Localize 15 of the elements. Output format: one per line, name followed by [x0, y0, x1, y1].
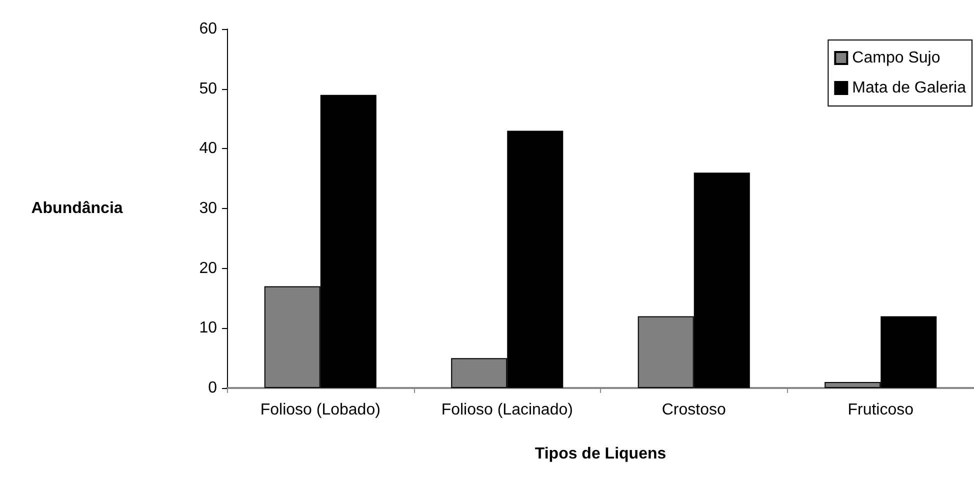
x-axis-title: Tipos de Liquens	[534, 446, 666, 462]
legend-label: Campo Sujo	[852, 50, 940, 66]
y-tick-label: 0	[208, 380, 218, 396]
y-tick-label: 60	[199, 20, 218, 38]
x-tick-label: Folioso (Lacinado)	[441, 402, 573, 418]
x-tick-label: Fruticoso	[848, 402, 914, 418]
y-axis-title: Abundância	[31, 200, 123, 217]
x-tick-label: Crostoso	[662, 402, 726, 418]
x-tick-label: Folioso (Lobado)	[260, 402, 380, 418]
y-tick-label: 10	[199, 320, 218, 337]
legend-label: Mata de Galeria	[852, 80, 966, 96]
y-tick-label: 50	[199, 80, 218, 98]
y-tick-label: 30	[199, 200, 218, 217]
y-tick-label: 20	[199, 260, 218, 277]
y-tick-label: 40	[199, 140, 218, 158]
